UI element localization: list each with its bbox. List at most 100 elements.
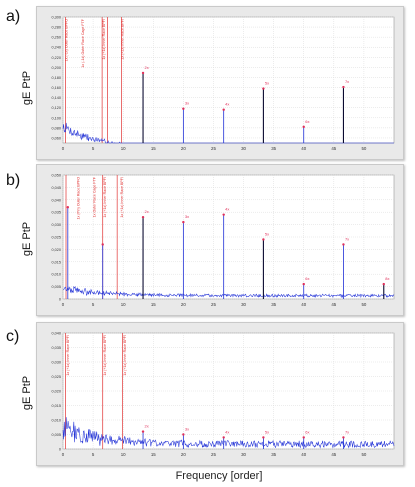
peak-label: 5x bbox=[265, 429, 269, 434]
x-tick-label: 30 bbox=[241, 302, 246, 307]
x-tick-label: 50 bbox=[361, 146, 366, 151]
x-tick-label: 5 bbox=[92, 452, 95, 457]
spectrum-chart-c: 0,040 0,035 0,030 0,025 0,020 0,015 0,010 0,005… bbox=[51, 332, 395, 457]
y-tick-label: 0,100 bbox=[51, 116, 61, 120]
y-tick-label: 0,035 bbox=[51, 211, 61, 215]
y-tick-label: 0,140 bbox=[51, 96, 61, 100]
y-tick-label: 0,020 bbox=[51, 248, 61, 252]
y-tick-label: 0,030 bbox=[51, 361, 61, 365]
y-tick-label: 0,015 bbox=[51, 260, 61, 264]
x-tick-label: 5 bbox=[92, 146, 95, 151]
peak-marker bbox=[222, 108, 225, 111]
peak-label: 4x bbox=[225, 429, 229, 434]
peak-label: 4x bbox=[225, 102, 229, 107]
fault-annotation: 1x (-1x) Outer Race Cage FTF bbox=[81, 18, 85, 68]
peak-label: 8x bbox=[385, 276, 389, 281]
fault-annotation: 1x (-1x) Outer Race BPFO bbox=[65, 19, 69, 62]
y-tick-label: 0,050 bbox=[51, 174, 61, 178]
plot-area bbox=[62, 16, 395, 144]
y-tick-label: 0,220 bbox=[51, 56, 61, 60]
y-tick-label: 0,280 bbox=[51, 26, 61, 30]
x-tick-label: 0 bbox=[62, 452, 65, 457]
x-tick-label: 15 bbox=[151, 146, 156, 151]
peak-marker bbox=[302, 282, 305, 286]
x-tick-label: 10 bbox=[121, 452, 126, 457]
y-tick-label: 0 bbox=[59, 448, 61, 452]
fault-annotation: 1x (+1x) Inner Race BPFI bbox=[66, 335, 70, 376]
peak-label: 3x bbox=[185, 427, 189, 432]
peak-label: 7x bbox=[345, 236, 349, 241]
x-tick-label: 40 bbox=[301, 146, 306, 151]
peak-label: 5x bbox=[265, 231, 269, 236]
x-tick-label: 45 bbox=[331, 452, 336, 457]
x-tick-label: 25 bbox=[211, 146, 216, 151]
peak-marker bbox=[141, 430, 145, 433]
spectrum-chart-b: 0,050 0,045 0,040 0,035 0,030 0,025 0,020 0,015… bbox=[51, 174, 395, 307]
x-tick-label: 15 bbox=[151, 302, 156, 307]
fault-annotation: 1x (+1x) Inner Race BPFI bbox=[102, 19, 106, 60]
peak-label: 5x bbox=[265, 81, 269, 86]
x-tick-label: 5 bbox=[92, 302, 95, 307]
spectrum-chart-a: 0,300 0,280 0,260 0,240 0,220 0,200 0,180 0,160… bbox=[51, 16, 395, 151]
x-tick-label: 40 bbox=[301, 452, 306, 457]
ylabel-b: gE PtP bbox=[21, 221, 33, 257]
y-tick-label: 0,025 bbox=[51, 375, 61, 379]
x-tick-label: 0 bbox=[62, 302, 65, 307]
peak-marker bbox=[302, 436, 305, 439]
y-tick-label: 0,180 bbox=[51, 76, 61, 80]
y-tick-label: 0,005 bbox=[51, 433, 61, 437]
x-tick-label: 30 bbox=[241, 146, 246, 151]
peak-marker bbox=[182, 220, 185, 224]
y-tick-label: 0,020 bbox=[51, 390, 61, 394]
peak-marker bbox=[66, 206, 70, 209]
x-tick-label: 35 bbox=[271, 452, 276, 457]
peak-label: 3x bbox=[185, 101, 189, 106]
peak-label: 3x bbox=[185, 214, 189, 219]
chart-panel-a: 0,300 0,280 0,260 0,240 0,220 0,200 0,180 0,160… bbox=[36, 6, 404, 160]
x-tick-label: 45 bbox=[331, 302, 336, 307]
y-tick-label: 0,010 bbox=[51, 419, 61, 423]
plot-area bbox=[62, 174, 395, 300]
y-tick-label: 0,160 bbox=[51, 86, 61, 90]
peak-marker bbox=[101, 243, 104, 246]
y-tick-label: 0,260 bbox=[51, 36, 61, 40]
peak-marker bbox=[262, 238, 265, 241]
fault-annotation: 1x (+1x) Inner Race BPFI bbox=[123, 335, 127, 376]
peak-marker bbox=[141, 71, 145, 75]
x-tick-label: 0 bbox=[62, 146, 65, 151]
x-tick-label: 35 bbox=[271, 302, 276, 307]
y-tick-label: 0,045 bbox=[51, 186, 61, 190]
y-tick-label: 0,015 bbox=[51, 404, 61, 408]
peak-label: 2x bbox=[145, 65, 149, 70]
chart-panel-b: 0,050 0,045 0,040 0,035 0,030 0,025 0,020 0,015… bbox=[36, 164, 404, 316]
fault-annotation: 1x (+1x) Inner Race BPFI bbox=[103, 335, 107, 376]
y-tick-label: 0 bbox=[59, 298, 61, 302]
x-tick-label: 10 bbox=[121, 146, 126, 151]
peak-marker bbox=[182, 433, 185, 436]
peak-marker bbox=[342, 85, 345, 89]
x-tick-label: 20 bbox=[181, 452, 186, 457]
x-tick-label: 50 bbox=[361, 302, 366, 307]
peak-marker bbox=[382, 282, 385, 286]
x-tick-label: 15 bbox=[151, 452, 156, 457]
fault-annotation: 1x (+1x) Inner Race BPFI bbox=[103, 177, 107, 218]
y-tick-label: 0,030 bbox=[51, 223, 61, 227]
y-tick-label: 0,200 bbox=[51, 66, 61, 70]
peak-marker bbox=[222, 436, 225, 439]
y-tick-label: 0,300 bbox=[51, 16, 61, 20]
y-tick-label: 0,120 bbox=[51, 106, 61, 110]
peak-label: 4x bbox=[225, 207, 229, 212]
plot-area bbox=[62, 332, 395, 450]
ylabel-c: gE PtP bbox=[21, 375, 33, 411]
y-tick-label: 0,005 bbox=[51, 285, 61, 289]
x-axis-label: Frequency [order] bbox=[175, 470, 263, 482]
spectrum-line bbox=[62, 417, 395, 449]
x-tick-label: 20 bbox=[181, 302, 186, 307]
y-tick-label: 0,060 bbox=[51, 136, 61, 140]
spectrum-line bbox=[62, 285, 395, 299]
x-tick-label: 45 bbox=[331, 146, 336, 151]
peak-marker bbox=[262, 87, 265, 90]
x-tick-label: 25 bbox=[211, 302, 216, 307]
fault-annotation: 1x Outer Race Cage FTF bbox=[92, 176, 96, 217]
y-tick-label: 0,240 bbox=[51, 46, 61, 50]
